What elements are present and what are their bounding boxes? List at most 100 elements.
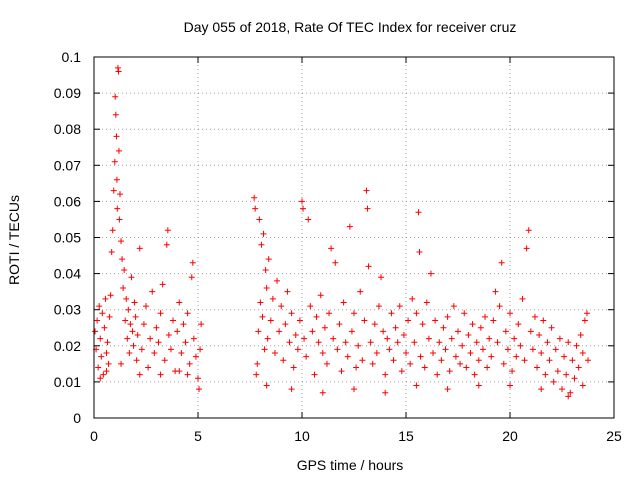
data-point	[563, 371, 570, 378]
data-point	[529, 346, 536, 353]
data-point	[363, 187, 370, 194]
x-tick-label: 10	[294, 428, 310, 444]
data-point	[257, 299, 264, 306]
data-point	[330, 335, 337, 342]
y-tick-label: 0.1	[62, 49, 82, 65]
data-point	[157, 310, 164, 317]
data-point	[296, 317, 303, 324]
data-point	[531, 313, 538, 320]
data-point	[536, 331, 543, 338]
data-point	[577, 331, 584, 338]
data-point	[554, 368, 561, 375]
data-point	[278, 303, 285, 310]
data-point	[411, 339, 418, 346]
data-point	[482, 313, 489, 320]
chart-title: Day 055 of 2018, Rate Of TEC Index for r…	[184, 19, 517, 35]
data-point	[459, 342, 466, 349]
data-point	[579, 350, 586, 357]
data-point	[163, 241, 170, 248]
data-point	[290, 364, 297, 371]
data-point	[111, 158, 118, 165]
data-point	[114, 205, 121, 212]
data-point	[475, 357, 482, 364]
data-point	[371, 321, 378, 328]
data-point	[276, 328, 283, 335]
data-point	[186, 360, 193, 367]
data-point	[307, 303, 314, 310]
data-point	[569, 357, 576, 364]
y-tick-label: 0.07	[54, 157, 81, 173]
data-point	[263, 285, 270, 292]
data-point	[515, 321, 522, 328]
data-point	[575, 364, 582, 371]
data-point	[492, 288, 499, 295]
data-point	[259, 313, 266, 320]
data-point	[136, 245, 143, 252]
data-point	[473, 339, 480, 346]
data-point	[145, 364, 152, 371]
data-point	[165, 331, 172, 338]
data-point	[176, 299, 183, 306]
data-point	[559, 386, 565, 393]
data-point	[361, 317, 368, 324]
data-point	[475, 382, 482, 389]
data-point	[328, 245, 335, 252]
data-point	[113, 176, 120, 183]
data-point	[309, 328, 316, 335]
data-point	[500, 360, 507, 367]
data-point	[471, 371, 478, 378]
y-tick-label: 0.09	[54, 85, 81, 101]
data-point	[567, 389, 574, 396]
data-point	[585, 357, 591, 364]
data-point	[386, 346, 393, 353]
data-point	[136, 371, 143, 378]
data-point	[189, 259, 196, 266]
data-point	[348, 328, 355, 335]
data-point	[109, 227, 116, 234]
data-point	[457, 360, 464, 367]
data-point	[415, 209, 422, 216]
data-point	[251, 194, 258, 201]
data-point	[552, 346, 559, 353]
plot-frame	[93, 56, 615, 419]
data-point	[280, 357, 287, 364]
data-point	[294, 346, 301, 353]
data-point	[442, 346, 449, 353]
data-point	[502, 328, 509, 335]
data-point	[490, 317, 497, 324]
data-point	[264, 335, 271, 342]
data-point	[351, 386, 357, 393]
data-point	[255, 328, 262, 335]
data-point	[178, 350, 185, 357]
y-axis-label: ROTI / TECUs	[6, 195, 22, 285]
data-point	[198, 321, 205, 328]
data-point	[122, 317, 129, 324]
data-point	[301, 335, 308, 342]
data-point	[321, 324, 328, 331]
data-point	[113, 133, 120, 140]
data-point	[103, 350, 110, 357]
data-point	[326, 310, 333, 317]
data-point	[444, 386, 451, 393]
data-point	[92, 328, 99, 335]
data-point	[261, 346, 268, 353]
data-point	[461, 310, 468, 317]
data-point	[140, 321, 147, 328]
data-point	[571, 375, 578, 382]
data-point	[195, 375, 201, 382]
data-point	[180, 321, 187, 328]
data-point	[184, 371, 191, 378]
data-point	[344, 353, 351, 360]
data-point	[340, 299, 347, 306]
y-tick-label: 0.03	[54, 302, 81, 318]
x-tick-label: 0	[90, 428, 98, 444]
data-point	[396, 303, 403, 310]
data-point	[565, 339, 572, 346]
data-point	[263, 382, 270, 389]
data-point	[434, 371, 441, 378]
data-point	[159, 281, 166, 288]
data-point	[125, 306, 132, 313]
data-point	[540, 317, 547, 324]
data-point	[170, 317, 177, 324]
